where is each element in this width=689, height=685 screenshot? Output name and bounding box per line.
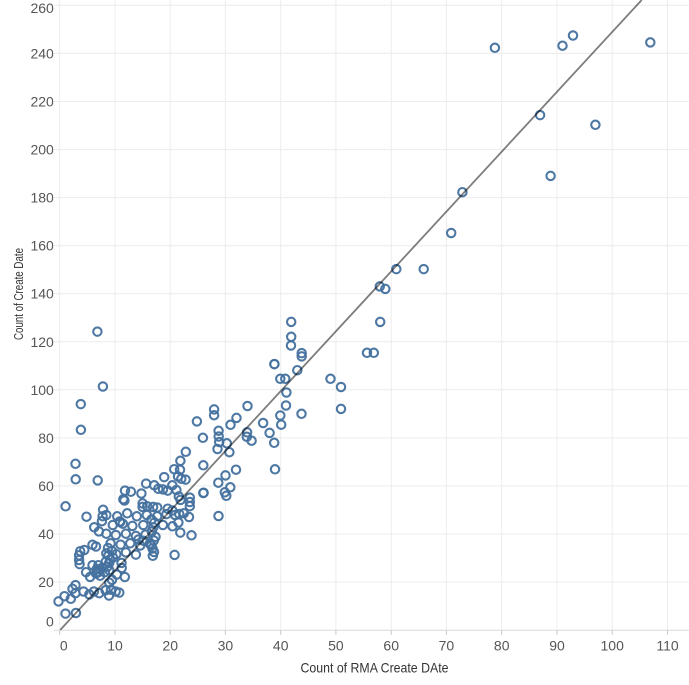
- svg-text:160: 160: [30, 238, 54, 254]
- svg-text:180: 180: [30, 190, 54, 206]
- svg-text:80: 80: [494, 638, 510, 654]
- svg-text:90: 90: [549, 638, 565, 654]
- svg-text:80: 80: [38, 430, 54, 446]
- svg-text:100: 100: [30, 382, 54, 398]
- svg-text:20: 20: [38, 574, 54, 590]
- svg-text:110: 110: [656, 638, 679, 654]
- svg-text:30: 30: [218, 638, 234, 654]
- svg-text:10: 10: [107, 638, 123, 654]
- svg-text:240: 240: [30, 45, 54, 61]
- svg-text:100: 100: [601, 638, 625, 654]
- svg-text:60: 60: [383, 638, 399, 654]
- svg-text:60: 60: [38, 478, 54, 494]
- svg-text:40: 40: [273, 638, 289, 654]
- svg-text:Count of Create Date: Count of Create Date: [11, 248, 26, 340]
- svg-text:50: 50: [328, 638, 344, 654]
- svg-text:0: 0: [46, 613, 54, 629]
- svg-text:120: 120: [30, 334, 54, 350]
- svg-text:Count of RMA Create DAte: Count of RMA Create DAte: [301, 660, 449, 676]
- svg-text:20: 20: [162, 638, 178, 654]
- svg-text:260: 260: [30, 0, 54, 16]
- svg-text:140: 140: [30, 286, 54, 302]
- svg-text:200: 200: [30, 142, 54, 158]
- svg-text:40: 40: [38, 526, 54, 542]
- svg-text:0: 0: [60, 638, 68, 654]
- svg-text:220: 220: [30, 94, 54, 110]
- svg-text:70: 70: [439, 638, 455, 654]
